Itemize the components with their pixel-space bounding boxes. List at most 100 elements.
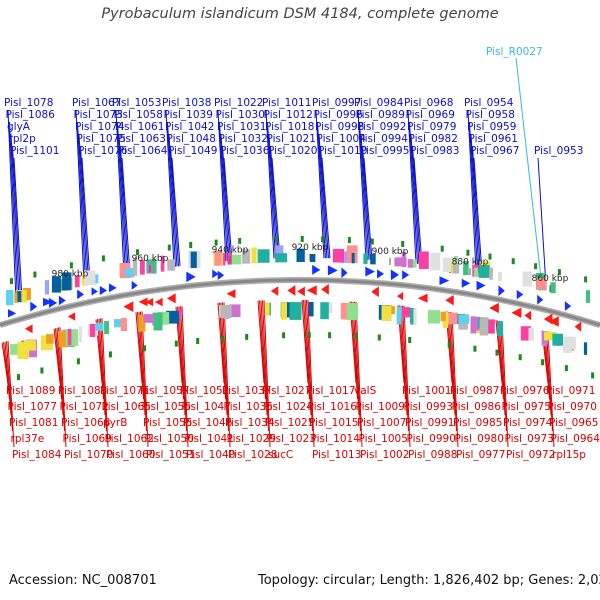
reverse-gene-label: Pisl_0985 xyxy=(453,417,502,429)
forward-label-line xyxy=(469,121,478,273)
reverse-gene-label: Pisl_1023 xyxy=(267,433,316,445)
reverse-label-line xyxy=(97,319,104,400)
reverse-label-line xyxy=(141,311,149,448)
forward-gene-arrow xyxy=(377,269,385,279)
reverse-gene-label: Pisl_1025 xyxy=(265,417,314,429)
reverse-gene-label: Pisl_1057 xyxy=(140,385,189,397)
inner-marker xyxy=(196,338,200,344)
forward-gene-label: Pisl_1004 xyxy=(317,133,367,145)
inner-marker xyxy=(564,365,568,372)
outer-feature-box xyxy=(230,254,242,265)
inner-feature-box xyxy=(17,341,30,359)
forward-label-line xyxy=(357,109,367,260)
outer-feature-box xyxy=(394,257,407,267)
forward-gene-label: Pisl_1030 xyxy=(216,109,265,121)
reverse-gene-arrow xyxy=(306,285,317,296)
reverse-gene-label: Pisl_1084 xyxy=(12,449,62,461)
reverse-gene-arrow xyxy=(123,301,134,313)
inner-feature-box xyxy=(153,312,163,331)
forward-label-line xyxy=(320,145,329,259)
ruler-label: 980 kbp xyxy=(52,269,89,279)
outer-feature-box xyxy=(463,261,469,276)
reverse-gene-label: Pisl_1034 xyxy=(225,417,275,429)
reverse-gene-label: Pisl_0987 xyxy=(450,385,499,397)
forward-gene-label: Pisl_1011 xyxy=(262,97,311,109)
forward-label-line xyxy=(9,121,18,301)
reverse-label-line xyxy=(217,302,225,384)
outer-feature-box xyxy=(430,252,441,271)
outer-feature-box xyxy=(408,259,413,268)
forward-label-line xyxy=(115,109,125,275)
forward-gene-label: Pisl_1049 xyxy=(168,145,217,157)
forward-label-line xyxy=(120,145,129,274)
forward-label-line xyxy=(315,109,325,259)
forward-gene-label: Pisl_1022 xyxy=(214,97,263,109)
forward-label-line xyxy=(360,133,370,260)
reverse-label-line xyxy=(447,311,454,400)
reverse-gene-label: Pisl_1016 xyxy=(308,401,358,413)
forward-label-line xyxy=(121,157,131,274)
reverse-gene-label: Pisl_0970 xyxy=(548,401,597,413)
forward-gene-arrow xyxy=(30,301,38,312)
inner-feature-box xyxy=(46,334,54,344)
reverse-label-line xyxy=(400,305,408,416)
forward-label-line xyxy=(265,109,275,259)
outer-marker xyxy=(584,276,588,283)
reverse-label-line xyxy=(178,306,186,416)
reverse-gene-arrow xyxy=(24,324,33,334)
forward-gene-label: Pisl_0996 xyxy=(314,109,364,121)
reverse-label-line xyxy=(307,300,315,448)
reverse-gene-label: Pisl_1081 xyxy=(9,417,58,429)
label-layer: 980 kbp 960 kbp 940 kbp 920 kbp 900 kbp 880 k… xyxy=(4,46,600,461)
reverse-gene-label: Pisl_0971 xyxy=(546,385,595,397)
reverse-gene-label: Pisl_1062 xyxy=(105,433,154,445)
forward-gene-label: Pisl_0992 xyxy=(357,121,406,133)
forward-label-line xyxy=(412,145,421,265)
inner-feature-box xyxy=(104,321,109,335)
forward-gene-label: Pisl_1020 xyxy=(268,145,317,157)
reverse-label-line xyxy=(135,312,143,384)
forward-label-line xyxy=(317,121,326,259)
forward-gene-arrow xyxy=(498,285,505,297)
outer-feature-box xyxy=(74,275,80,288)
forward-label-line xyxy=(7,109,17,301)
reverse-gene-arrow xyxy=(511,307,522,319)
inner-feature-box xyxy=(138,314,146,332)
reverse-gene-arrow xyxy=(154,297,163,307)
inner-feature-box xyxy=(473,316,481,331)
genome-summary: Topology: circular; Length: 1,826,402 bp… xyxy=(258,573,600,588)
outer-marker xyxy=(10,278,13,285)
rna-label-line xyxy=(515,57,543,288)
outer-marker xyxy=(511,258,515,265)
forward-label-line xyxy=(219,121,228,262)
outer-marker xyxy=(167,244,171,251)
reverse-gene-label: Pisl_0986 xyxy=(452,401,502,413)
inner-feature-box xyxy=(497,321,504,337)
reverse-label-line xyxy=(546,331,553,432)
inner-feature-box xyxy=(479,317,489,336)
forward-gene-arrow xyxy=(131,280,138,290)
inner-feature-box xyxy=(487,319,495,334)
outer-feature-box xyxy=(132,258,138,276)
forward-gene-arrow xyxy=(312,264,321,275)
forward-gene-label: Pisl_0954 xyxy=(464,97,514,109)
forward-label-line xyxy=(413,157,423,265)
forward-gene-label: Pisl_1064 xyxy=(118,145,168,157)
reverse-label-line xyxy=(355,301,363,448)
forward-gene-arrow xyxy=(476,280,486,291)
inner-feature-box xyxy=(67,328,72,345)
reverse-label-line xyxy=(55,328,62,400)
outer-feature-box xyxy=(351,253,355,264)
reverse-gene-arrow xyxy=(67,312,76,321)
forward-gene-arrow xyxy=(186,271,196,283)
reverse-gene-arrow xyxy=(138,297,148,307)
inner-feature-box xyxy=(95,322,104,331)
forward-gene-label: Pisl_1010 xyxy=(318,145,367,157)
inner-feature-box xyxy=(428,310,441,324)
inner-feature-box xyxy=(120,317,127,331)
reverse-gene-label: Pisl_1015 xyxy=(309,417,358,429)
reverse-gene-arrow xyxy=(417,293,428,303)
outer-feature-box xyxy=(363,253,368,264)
reverse-gene-label: Pisl_1083 xyxy=(58,385,107,397)
forward-label-line xyxy=(75,109,85,283)
